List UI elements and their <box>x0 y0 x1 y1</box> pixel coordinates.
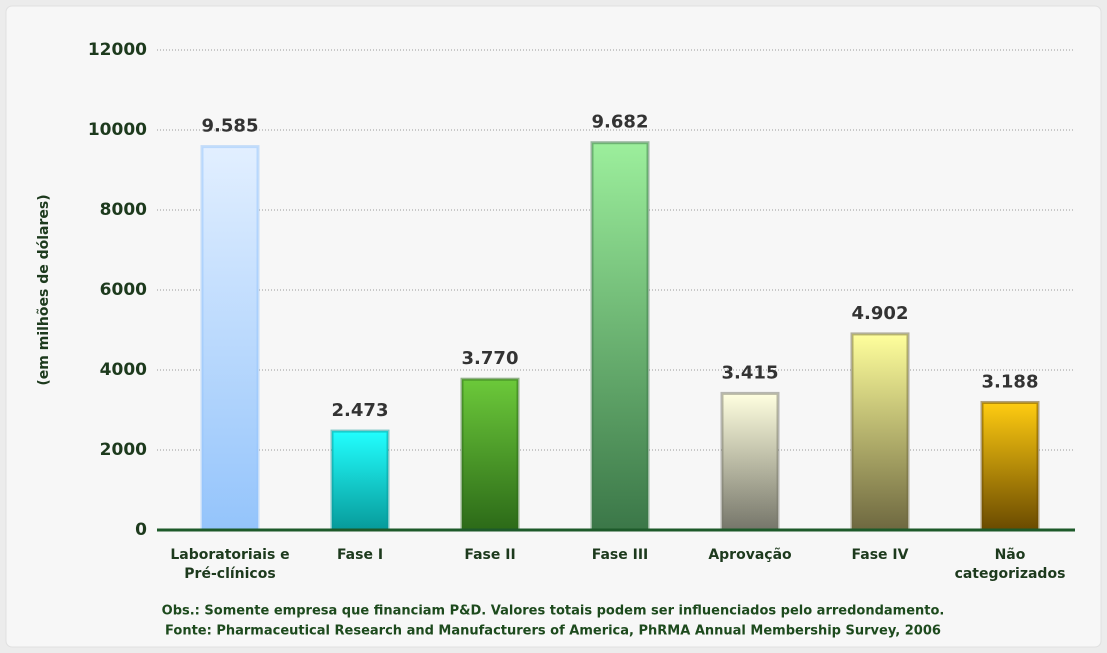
value-label: 3.415 <box>722 362 779 383</box>
x-tick-label: Fase III <box>591 547 649 563</box>
y-tick-label: 8000 <box>100 200 147 220</box>
value-label: 2.473 <box>332 400 389 421</box>
bar <box>720 391 780 532</box>
x-tick-label: Laboratoriais e Pré-clínicos <box>170 547 290 582</box>
y-tick-label: 2000 <box>100 440 147 460</box>
value-label: 3.188 <box>982 371 1039 392</box>
bar <box>200 145 260 532</box>
x-tick-label: Não categorizados <box>954 547 1066 582</box>
bar <box>590 141 650 532</box>
note: Fonte: Pharmaceutical Research and Manuf… <box>165 624 941 639</box>
value-label: 9.682 <box>592 112 649 133</box>
value-label: 9.585 <box>202 116 259 137</box>
y-tick-label: 4000 <box>100 360 147 380</box>
y-tick-label: 0 <box>135 520 147 540</box>
bar <box>330 429 390 532</box>
y-tick-label: 6000 <box>100 280 147 300</box>
y-axis-label: (em milhões de dólares) <box>36 194 52 385</box>
panel <box>5 5 1102 648</box>
x-tick-label: Aprovação <box>708 547 792 563</box>
value-label: 4.902 <box>852 303 909 324</box>
y-tick-label: 12000 <box>88 40 147 60</box>
value-label: 3.770 <box>462 348 519 369</box>
x-tick-label: Fase II <box>464 547 516 563</box>
y-tick-label: 10000 <box>88 120 147 140</box>
note: Obs.: Somente empresa que financiam P&D.… <box>162 604 945 619</box>
x-tick-label: Fase IV <box>851 547 909 563</box>
bar <box>460 377 520 532</box>
bar <box>980 400 1040 532</box>
bar <box>850 332 910 532</box>
x-tick-label: Fase I <box>336 547 384 563</box>
